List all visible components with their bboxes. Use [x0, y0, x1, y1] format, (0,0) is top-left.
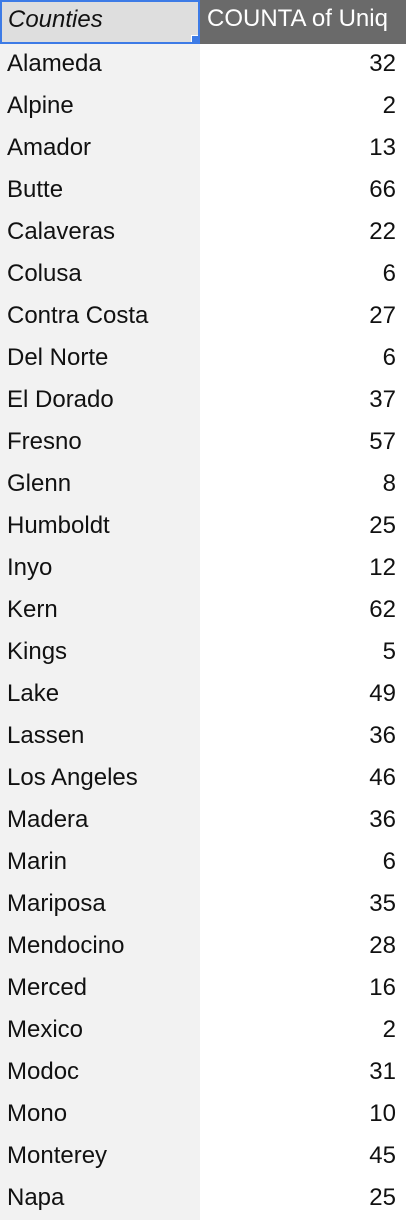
- county-cell[interactable]: Humboldt: [0, 506, 200, 548]
- header-cell-counties[interactable]: Counties: [0, 0, 200, 44]
- county-cell[interactable]: Alameda: [0, 44, 200, 86]
- county-cell[interactable]: Del Norte: [0, 338, 200, 380]
- county-cell[interactable]: Mexico: [0, 1010, 200, 1052]
- fill-handle[interactable]: [191, 35, 198, 42]
- count-cell[interactable]: 45: [200, 1136, 406, 1178]
- count-cell[interactable]: 28: [200, 926, 406, 968]
- table-row: Inyo 12: [0, 548, 406, 590]
- table-row: Amador 13: [0, 128, 406, 170]
- table-row: Kern 62: [0, 590, 406, 632]
- count-cell[interactable]: 6: [200, 842, 406, 884]
- count-cell[interactable]: 49: [200, 674, 406, 716]
- county-cell[interactable]: Mendocino: [0, 926, 200, 968]
- county-cell[interactable]: Kern: [0, 590, 200, 632]
- table-row: Merced 16: [0, 968, 406, 1010]
- count-cell[interactable]: 36: [200, 716, 406, 758]
- county-cell[interactable]: Inyo: [0, 548, 200, 590]
- count-cell[interactable]: 2: [200, 86, 406, 128]
- table-row: Butte 66: [0, 170, 406, 212]
- table-row: Alpine 2: [0, 86, 406, 128]
- count-cell[interactable]: 37: [200, 380, 406, 422]
- county-cell[interactable]: Kings: [0, 632, 200, 674]
- county-cell[interactable]: Mariposa: [0, 884, 200, 926]
- county-cell[interactable]: El Dorado: [0, 380, 200, 422]
- count-cell[interactable]: 2: [200, 1010, 406, 1052]
- count-cell[interactable]: 36: [200, 800, 406, 842]
- table-row: Napa 25: [0, 1178, 406, 1220]
- table-row: Lassen 36: [0, 716, 406, 758]
- county-cell[interactable]: Madera: [0, 800, 200, 842]
- count-cell[interactable]: 25: [200, 1178, 406, 1220]
- table-row: Glenn 8: [0, 464, 406, 506]
- county-cell[interactable]: Marin: [0, 842, 200, 884]
- table-row: Madera 36: [0, 800, 406, 842]
- table-row: Mono 10: [0, 1094, 406, 1136]
- county-cell[interactable]: Alpine: [0, 86, 200, 128]
- table-row: Modoc 31: [0, 1052, 406, 1094]
- county-cell[interactable]: Lassen: [0, 716, 200, 758]
- count-cell[interactable]: 8: [200, 464, 406, 506]
- count-cell[interactable]: 22: [200, 212, 406, 254]
- county-cell[interactable]: Contra Costa: [0, 296, 200, 338]
- header-counties-label: Counties: [8, 6, 103, 33]
- table-row: Fresno 57: [0, 422, 406, 464]
- table-row: Del Norte 6: [0, 338, 406, 380]
- county-cell[interactable]: Amador: [0, 128, 200, 170]
- county-cell[interactable]: Butte: [0, 170, 200, 212]
- count-cell[interactable]: 32: [200, 44, 406, 86]
- count-cell[interactable]: 5: [200, 632, 406, 674]
- table-row: El Dorado 37: [0, 380, 406, 422]
- count-cell[interactable]: 46: [200, 758, 406, 800]
- table-row: Los Angeles 46: [0, 758, 406, 800]
- pivot-rows: Alameda 32 Alpine 2 Amador 13 Butte 66 Calaveras…: [0, 44, 406, 1220]
- table-row: Marin 6: [0, 842, 406, 884]
- county-cell[interactable]: Glenn: [0, 464, 200, 506]
- count-cell[interactable]: 35: [200, 884, 406, 926]
- table-row: Contra Costa 27: [0, 296, 406, 338]
- county-cell[interactable]: Lake: [0, 674, 200, 716]
- pivot-header-row: Counties COUNTA of Uniq: [0, 0, 406, 44]
- count-cell[interactable]: 10: [200, 1094, 406, 1136]
- count-cell[interactable]: 6: [200, 254, 406, 296]
- table-row: Kings 5: [0, 632, 406, 674]
- table-row: Mariposa 35: [0, 884, 406, 926]
- table-row: Colusa 6: [0, 254, 406, 296]
- county-cell[interactable]: Mono: [0, 1094, 200, 1136]
- count-cell[interactable]: 13: [200, 128, 406, 170]
- count-cell[interactable]: 31: [200, 1052, 406, 1094]
- count-cell[interactable]: 16: [200, 968, 406, 1010]
- table-row: Monterey 45: [0, 1136, 406, 1178]
- header-cell-counta[interactable]: COUNTA of Uniq: [200, 0, 406, 44]
- county-cell[interactable]: Calaveras: [0, 212, 200, 254]
- county-cell[interactable]: Los Angeles: [0, 758, 200, 800]
- header-counta-label: COUNTA of Uniq: [207, 5, 388, 32]
- table-row: Lake 49: [0, 674, 406, 716]
- table-row: Mendocino 28: [0, 926, 406, 968]
- count-cell[interactable]: 12: [200, 548, 406, 590]
- count-cell[interactable]: 62: [200, 590, 406, 632]
- county-cell[interactable]: Modoc: [0, 1052, 200, 1094]
- count-cell[interactable]: 6: [200, 338, 406, 380]
- table-row: Calaveras 22: [0, 212, 406, 254]
- count-cell[interactable]: 25: [200, 506, 406, 548]
- county-cell[interactable]: Colusa: [0, 254, 200, 296]
- count-cell[interactable]: 27: [200, 296, 406, 338]
- table-row: Alameda 32: [0, 44, 406, 86]
- county-cell[interactable]: Napa: [0, 1178, 200, 1220]
- count-cell[interactable]: 57: [200, 422, 406, 464]
- county-cell[interactable]: Fresno: [0, 422, 200, 464]
- count-cell[interactable]: 66: [200, 170, 406, 212]
- county-cell[interactable]: Merced: [0, 968, 200, 1010]
- table-row: Mexico 2: [0, 1010, 406, 1052]
- table-row: Humboldt 25: [0, 506, 406, 548]
- county-cell[interactable]: Monterey: [0, 1136, 200, 1178]
